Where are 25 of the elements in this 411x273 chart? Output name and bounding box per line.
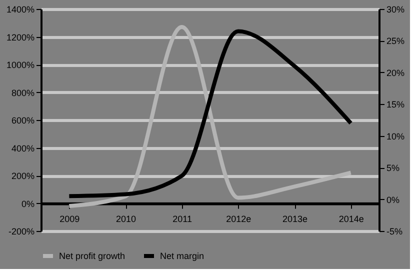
y2-tick-label: 30% bbox=[386, 4, 405, 14]
y-tick-label: 1200% bbox=[6, 32, 34, 42]
legend-label: Net margin bbox=[160, 251, 204, 261]
y-tick-label: 800% bbox=[11, 88, 34, 98]
y-tick-label: 400% bbox=[11, 143, 34, 154]
y2-tick-label: 25% bbox=[386, 36, 405, 46]
y-tick-label: 1400% bbox=[6, 4, 34, 14]
legend-label: Net profit growth bbox=[59, 251, 126, 261]
y2-tick-label: 0% bbox=[386, 194, 400, 205]
y2-tick-label: 15% bbox=[386, 100, 405, 110]
y-tick-label: -200% bbox=[8, 226, 34, 236]
x-tick-label: 2011 bbox=[172, 214, 192, 224]
x-tick-label: 2012e bbox=[226, 214, 252, 224]
x-tick-label: 2014e bbox=[338, 214, 364, 224]
y2-tick-label: 20% bbox=[386, 68, 405, 78]
y-tick-label: 600% bbox=[11, 116, 34, 126]
x-tick-label: 2010 bbox=[116, 214, 136, 224]
y2-tick-label: 10% bbox=[386, 131, 405, 142]
y2-tick-label: 5% bbox=[386, 163, 400, 174]
y2-tick-label: -5% bbox=[386, 226, 403, 236]
x-tick-label: 2009 bbox=[60, 214, 80, 224]
y-tick-label: 0% bbox=[21, 198, 34, 209]
y-tick-label: 200% bbox=[11, 171, 34, 181]
x-tick-label: 2013e bbox=[282, 214, 308, 224]
y-tick-label: 1000% bbox=[6, 60, 34, 70]
